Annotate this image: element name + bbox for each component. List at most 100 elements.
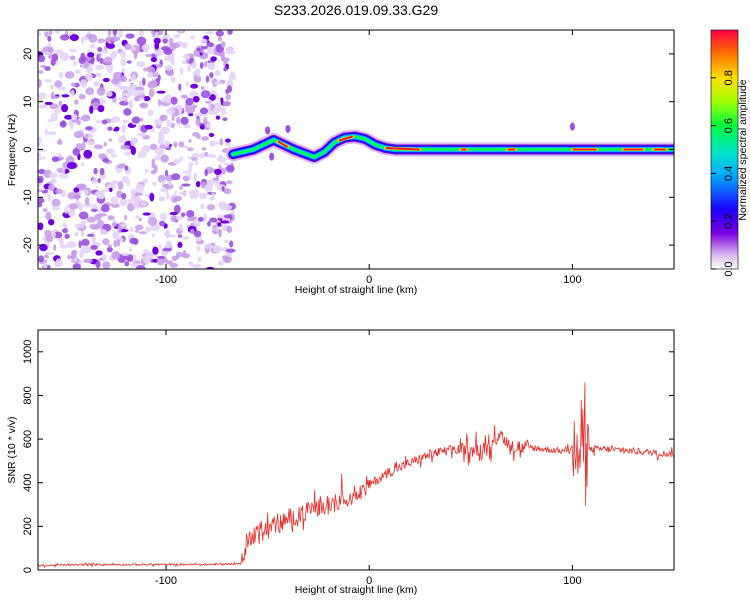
- noise-speck: [210, 56, 217, 62]
- noise-speck: [38, 54, 46, 63]
- noise-speck: [162, 248, 172, 252]
- noise-speck: [142, 254, 152, 264]
- noise-speck: [185, 81, 190, 87]
- spectrogram-x-tick-label: 0: [366, 274, 372, 286]
- noise-speck: [93, 167, 98, 175]
- noise-speck: [136, 265, 146, 269]
- noise-speck: [111, 50, 118, 57]
- noise-speck: [55, 258, 63, 268]
- signal-track-peak: [338, 135, 353, 142]
- noise-speck: [38, 188, 44, 193]
- noise-speck: [151, 233, 155, 238]
- noise-speck: [150, 213, 156, 218]
- noise-speck: [229, 71, 236, 78]
- noise-speck: [42, 155, 46, 160]
- noise-speck: [203, 61, 208, 67]
- noise-speck: [180, 41, 188, 49]
- noise-speck: [58, 71, 64, 79]
- noise-speck: [178, 83, 182, 91]
- noise-speck: [139, 102, 148, 108]
- noise-speck: [157, 99, 162, 107]
- noise-speck: [130, 262, 141, 267]
- noise-speck: [193, 74, 202, 83]
- noise-speck: [149, 143, 158, 150]
- noise-speck: [89, 105, 94, 114]
- noise-speck: [219, 157, 226, 163]
- noise-speck: [51, 205, 60, 211]
- spectrogram-y-tick-label: -20: [22, 237, 34, 253]
- noise-speck: [45, 251, 55, 256]
- noise-speck: [44, 79, 52, 83]
- noise-speck: [217, 36, 223, 42]
- noise-speck: [156, 90, 166, 94]
- noise-speck: [109, 187, 113, 193]
- noise-speck: [39, 243, 48, 252]
- noise-speck: [220, 51, 225, 60]
- noise-speck: [180, 212, 186, 217]
- noise-speck: [169, 262, 179, 268]
- noise-speck: [85, 73, 93, 81]
- noise-speck: [91, 177, 98, 185]
- noise-speck: [38, 104, 48, 109]
- noise-speck: [94, 72, 102, 77]
- noise-speck: [139, 201, 147, 207]
- noise-speck: [135, 183, 145, 193]
- noise-speck: [217, 260, 224, 266]
- noise-speck: [100, 204, 110, 213]
- snr-y-tick-label: 800: [22, 386, 34, 404]
- signal-track-peak: [385, 147, 420, 151]
- noise-speck: [129, 227, 134, 232]
- noise-speck: [173, 33, 181, 39]
- noise-speck: [180, 116, 189, 125]
- noise-speck: [195, 180, 201, 188]
- noise-speck: [157, 74, 161, 82]
- noise-speck: [73, 187, 80, 194]
- noise-speck: [196, 245, 201, 252]
- noise-speck: [46, 131, 57, 136]
- spectrogram-y-tick-label: 10: [22, 96, 34, 108]
- noise-speck: [181, 60, 187, 65]
- noise-speck: [173, 190, 178, 195]
- noise-speck: [53, 107, 61, 114]
- noise-speck: [169, 211, 179, 216]
- noise-speck: [215, 30, 224, 37]
- noise-speck: [168, 181, 172, 186]
- noise-speck: [154, 118, 163, 126]
- noise-speck: [44, 31, 49, 38]
- noise-speck: [90, 244, 98, 250]
- noise-speck: [80, 141, 86, 151]
- noise-speck: [188, 161, 194, 167]
- noise-speck: [212, 230, 218, 234]
- noise-speck: [64, 71, 75, 79]
- noise-speck: [189, 195, 199, 199]
- noise-speck: [64, 114, 73, 120]
- noise-speck: [166, 119, 172, 127]
- noise-speck: [152, 246, 159, 255]
- noise-speck: [209, 72, 214, 78]
- noise-speck: [47, 194, 52, 202]
- noise-speck: [99, 97, 104, 102]
- noise-speck: [173, 204, 181, 214]
- noise-speck: [160, 154, 170, 163]
- noise-speck: [122, 92, 130, 97]
- noise-speck: [106, 91, 113, 97]
- noise-speck: [95, 250, 103, 256]
- noise-speck: [54, 30, 61, 35]
- noise-speck: [200, 38, 208, 44]
- noise-speck: [209, 94, 216, 101]
- noise-speck: [223, 66, 228, 72]
- noise-speck: [212, 107, 220, 114]
- snr-y-ticks: 0 200 400 600 800 1000: [22, 340, 674, 573]
- noise-speck: [170, 57, 175, 66]
- noise-speck: [120, 57, 127, 67]
- noise-speck: [42, 51, 51, 55]
- noise-speck: [133, 88, 141, 98]
- noise-speck: [73, 130, 84, 139]
- noise-speck: [128, 78, 132, 82]
- noise-speck: [119, 75, 128, 83]
- noise-speck: [208, 132, 215, 138]
- noise-speck: [201, 136, 209, 141]
- noise-speck: [88, 63, 95, 67]
- noise-speck: [139, 151, 147, 158]
- noise-speck: [224, 239, 229, 244]
